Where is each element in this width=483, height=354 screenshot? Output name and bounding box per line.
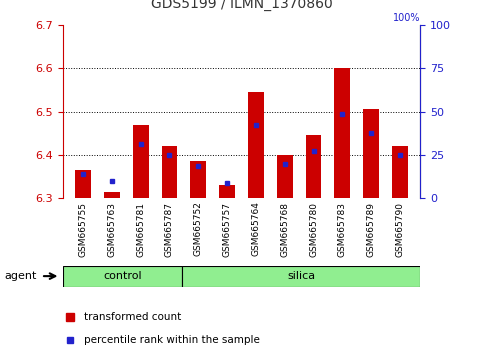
Text: GSM665764: GSM665764 xyxy=(252,202,260,257)
Text: transformed count: transformed count xyxy=(84,312,182,322)
Bar xyxy=(219,185,235,198)
Bar xyxy=(190,161,206,198)
Text: GSM665755: GSM665755 xyxy=(78,202,87,257)
Text: GSM665763: GSM665763 xyxy=(107,202,116,257)
Bar xyxy=(306,135,322,198)
Text: control: control xyxy=(103,271,142,281)
Text: silica: silica xyxy=(287,271,315,281)
Text: agent: agent xyxy=(5,271,37,281)
Bar xyxy=(392,146,408,198)
Bar xyxy=(161,146,177,198)
Text: GSM665790: GSM665790 xyxy=(396,202,405,257)
Text: GSM665783: GSM665783 xyxy=(338,202,347,257)
Text: percentile rank within the sample: percentile rank within the sample xyxy=(84,335,260,346)
Text: GSM665789: GSM665789 xyxy=(367,202,376,257)
Text: GSM665780: GSM665780 xyxy=(309,202,318,257)
Text: GSM665787: GSM665787 xyxy=(165,202,174,257)
Bar xyxy=(248,92,264,198)
Bar xyxy=(133,125,149,198)
Text: GSM665768: GSM665768 xyxy=(280,202,289,257)
Bar xyxy=(363,109,379,198)
Text: GSM665757: GSM665757 xyxy=(223,202,231,257)
Bar xyxy=(334,68,350,198)
Bar xyxy=(75,170,91,198)
Text: GSM665781: GSM665781 xyxy=(136,202,145,257)
Bar xyxy=(104,192,120,198)
FancyBboxPatch shape xyxy=(182,266,420,287)
Text: GDS5199 / ILMN_1370860: GDS5199 / ILMN_1370860 xyxy=(151,0,332,11)
FancyBboxPatch shape xyxy=(63,266,182,287)
Bar xyxy=(277,155,293,198)
Text: GSM665752: GSM665752 xyxy=(194,202,203,257)
Text: 100%: 100% xyxy=(393,13,420,23)
